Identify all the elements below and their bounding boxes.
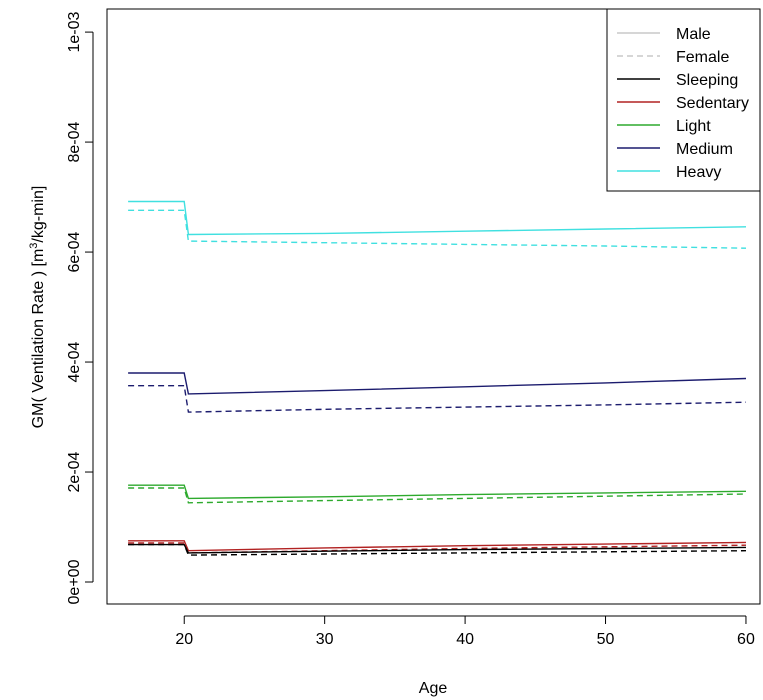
- y-tick-label: 0e+00: [66, 559, 83, 604]
- series-line-heavy-male: [128, 200, 747, 236]
- series-line-sleeping-female: [128, 543, 747, 556]
- y-tick-label: 6e-04: [66, 231, 83, 272]
- y-tick-label: 4e-04: [66, 341, 83, 382]
- x-tick-label: 20: [175, 631, 193, 648]
- series-line-light-male: [128, 484, 747, 500]
- series-line-sleeping-male: [128, 543, 747, 554]
- x-tick-label: 40: [456, 631, 474, 648]
- plot-frame: [106, 8, 761, 605]
- series-layer: [128, 200, 747, 556]
- x-tick-label: 50: [597, 631, 615, 648]
- x-axis-title: Age: [419, 680, 448, 697]
- y-tick-label: 8e-04: [66, 122, 83, 163]
- legend-label-female: Female: [676, 49, 729, 66]
- legend: Male Female Sleeping Sedentary Light Medium He…: [606, 8, 761, 192]
- legend-label-heavy: Heavy: [676, 164, 721, 181]
- legend-box: [606, 8, 761, 192]
- legend-label-medium: Medium: [676, 141, 733, 158]
- series-line-sedentary-male: [128, 540, 747, 552]
- y-tick-label: 1e-03: [66, 12, 83, 53]
- series-line-heavy-female: [128, 209, 747, 249]
- legend-label-male: Male: [676, 26, 711, 43]
- y-tick-label: 2e-04: [66, 451, 83, 492]
- y-axis-title-prefix: GM( Ventilation Rate ) [m: [30, 249, 47, 429]
- y-axis: 0e+00 2e-04 4e-04 6e-04 8e-04 1e-03: [66, 12, 94, 604]
- x-tick-label: 60: [737, 631, 755, 648]
- y-axis-title-superscript: 3: [28, 243, 40, 249]
- legend-label-light: Light: [676, 118, 711, 135]
- y-axis-title: GM( Ventilation Rate ) [m3/kg-min]: [28, 186, 47, 429]
- x-tick-label: 30: [316, 631, 334, 648]
- y-axis-title-suffix: /kg-min]: [30, 186, 47, 243]
- legend-label-sleeping: Sleeping: [676, 72, 738, 89]
- x-axis: 20 30 40 50 60: [175, 615, 755, 648]
- series-line-medium-male: [128, 372, 747, 395]
- legend-label-sedentary: Sedentary: [676, 95, 749, 112]
